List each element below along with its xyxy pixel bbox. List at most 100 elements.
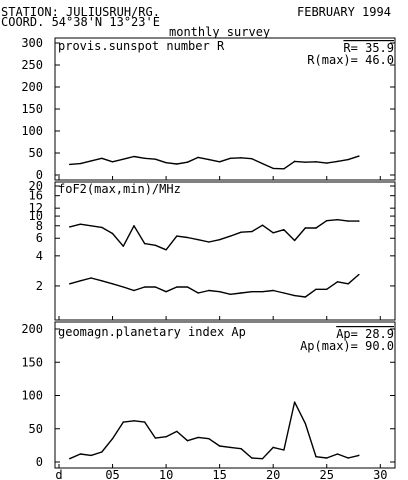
- data-point-2-1: [240, 231, 242, 233]
- data-point-2-2: [69, 283, 71, 285]
- y-tick-label: 50: [29, 146, 43, 160]
- data-point-2-2: [101, 280, 103, 282]
- data-point-3-1: [122, 421, 124, 423]
- data-point-1-1: [186, 161, 189, 163]
- data-point-3-1: [90, 454, 92, 457]
- data-point-1-1: [358, 155, 360, 157]
- data-point-2-2: [240, 292, 242, 294]
- data-point-2-1: [176, 235, 178, 237]
- data-point-1-1: [122, 158, 124, 160]
- data-point-2-2: [261, 291, 264, 293]
- data-point-1-1: [133, 155, 135, 158]
- data-point-2-1: [272, 232, 274, 234]
- data-point-3-1: [133, 420, 135, 422]
- y-tick-label: 16: [29, 189, 43, 203]
- data-point-2-1: [336, 218, 339, 221]
- data-point-2-1: [143, 242, 146, 245]
- data-point-3-1: [165, 436, 167, 438]
- data-point-1-1: [143, 157, 146, 159]
- data-point-1-1: [197, 156, 199, 159]
- data-point-2-1: [79, 223, 82, 225]
- data-point-2-2: [143, 286, 146, 288]
- data-point-2-1: [90, 225, 92, 227]
- data-point-2-1: [111, 232, 114, 235]
- panel-title-1: provis.sunspot number R: [58, 39, 225, 53]
- data-point-2-2: [326, 288, 328, 291]
- data-point-2-2: [293, 294, 296, 297]
- data-point-2-2: [304, 296, 307, 298]
- data-point-3-1: [336, 453, 339, 455]
- data-point-3-1: [208, 438, 210, 440]
- series-line-2-1: [69, 218, 359, 251]
- y-tick-label: 20: [29, 179, 43, 193]
- data-point-2-1: [69, 226, 71, 228]
- data-point-1-1: [69, 163, 71, 166]
- data-point-3-1: [358, 454, 360, 457]
- x-tick-label: 10: [159, 468, 173, 480]
- data-point-3-1: [326, 457, 328, 459]
- data-point-2-1: [283, 229, 285, 231]
- data-point-1-1: [336, 160, 339, 163]
- data-point-2-1: [197, 239, 199, 241]
- data-point-1-1: [90, 160, 92, 162]
- data-point-1-1: [326, 162, 328, 164]
- data-point-3-1: [347, 457, 349, 459]
- y-tick-label: 10: [29, 209, 43, 223]
- data-point-2-2: [272, 289, 274, 292]
- data-point-2-1: [293, 239, 296, 242]
- data-point-2-2: [90, 277, 92, 279]
- month-label: FEBRUARY 1994: [297, 5, 391, 19]
- data-point-3-1: [69, 457, 71, 460]
- panel-frame-2: [54, 181, 396, 321]
- data-point-2-2: [347, 283, 349, 285]
- panel-title-3: geomagn.planetary index Ap: [58, 325, 246, 339]
- stat-label-3-2: Ap(max)= 90.0: [300, 339, 394, 353]
- stat-label-3-1: Ap= 28.9: [336, 327, 394, 341]
- data-point-3-1: [251, 457, 253, 459]
- data-point-1-1: [218, 161, 221, 163]
- y-tick-label: 6: [36, 231, 43, 245]
- data-point-3-1: [197, 436, 199, 439]
- data-point-3-1: [293, 401, 296, 403]
- x-tick-label: 20: [266, 468, 280, 480]
- data-point-2-1: [133, 225, 135, 227]
- data-point-1-1: [293, 160, 296, 163]
- data-point-3-1: [261, 457, 264, 460]
- data-point-3-1: [111, 438, 114, 440]
- y-tick-label: 0: [36, 168, 43, 182]
- data-point-2-1: [304, 227, 307, 229]
- y-tick-label: 150: [21, 102, 43, 116]
- data-point-2-2: [176, 286, 178, 288]
- data-point-2-2: [186, 286, 189, 288]
- x-tick-label: 25: [320, 468, 334, 480]
- x-tick-label: 05: [105, 468, 119, 480]
- y-tick-label: 200: [21, 322, 43, 336]
- y-tick-label: 100: [21, 389, 43, 403]
- data-point-2-1: [122, 245, 124, 247]
- data-point-2-1: [261, 224, 264, 226]
- y-tick-label: 8: [36, 219, 43, 233]
- data-point-2-2: [154, 286, 157, 288]
- data-point-3-1: [143, 421, 146, 423]
- data-point-1-1: [176, 163, 178, 165]
- data-point-3-1: [315, 455, 317, 458]
- data-point-3-1: [304, 422, 307, 425]
- y-tick-label: 100: [21, 124, 43, 138]
- data-point-1-1: [229, 157, 232, 159]
- data-point-1-1: [165, 161, 167, 164]
- y-tick-label: 250: [21, 58, 43, 72]
- data-point-1-1: [240, 157, 242, 159]
- panel-title-2: foF2(max,min)/MHz: [58, 182, 181, 196]
- data-point-2-1: [251, 230, 253, 233]
- data-point-3-1: [218, 445, 221, 447]
- data-point-2-2: [229, 293, 232, 295]
- x-tick-label: 30: [373, 468, 387, 480]
- data-point-2-2: [197, 292, 199, 294]
- data-point-1-1: [283, 168, 285, 170]
- data-point-2-1: [326, 219, 328, 222]
- data-point-2-1: [347, 220, 349, 222]
- data-point-2-1: [229, 235, 232, 237]
- data-point-2-1: [101, 226, 103, 229]
- data-point-2-1: [358, 220, 360, 222]
